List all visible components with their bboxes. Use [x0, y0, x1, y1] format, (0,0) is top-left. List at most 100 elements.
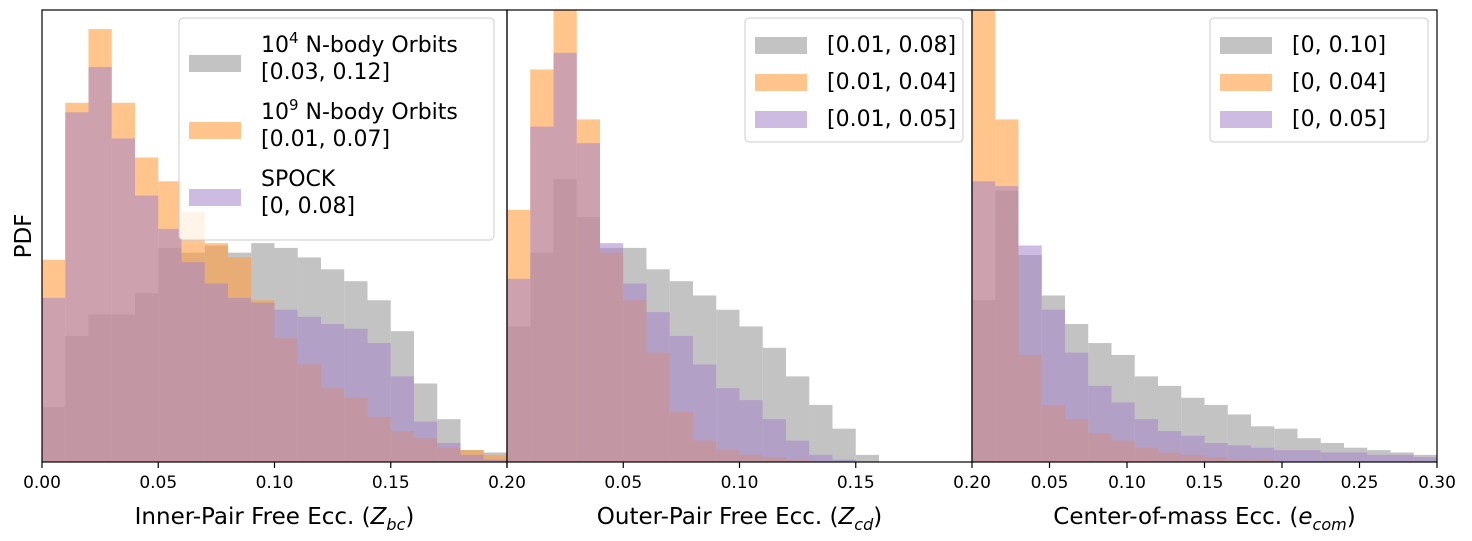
legend-range: [0, 0.08] [261, 194, 355, 219]
bar-purple-10 [1204, 442, 1228, 462]
bar-gray-15 [855, 454, 879, 462]
legend: [0.01, 0.08] [0.01, 0.04] [0.01, 0.05] [744, 17, 964, 143]
bar-purple-12 [321, 324, 345, 462]
legend-swatch-orange [755, 74, 807, 91]
panels: 0.00 0.05 0.10 0.15 0.20 Inner-Pair Free Ecc.… [23, 9, 1456, 534]
bar-purple-11 [762, 419, 786, 462]
bar-purple-5 [158, 228, 182, 462]
legend-swatch-orange [1220, 74, 1272, 91]
bar-purple-16 [414, 421, 438, 462]
bar-purple-7 [204, 283, 228, 462]
bar-purple-4 [1065, 352, 1089, 462]
bar-purple-2 [553, 52, 577, 462]
bar-purple-8 [1158, 431, 1182, 462]
legend-swatch-purple [755, 111, 807, 128]
bar-purple-5 [623, 283, 647, 462]
bar-purple-6 [181, 262, 205, 462]
x-tick-label: 0.20 [953, 473, 991, 493]
x-tick-label: 0.05 [1031, 473, 1069, 493]
bar-purple-1 [995, 186, 1019, 462]
bar-purple-12 [1251, 447, 1275, 462]
bar-purple-4 [135, 195, 159, 462]
bar-purple-15 [1320, 452, 1344, 462]
legend-box [178, 17, 495, 241]
bar-purple-0 [42, 297, 66, 462]
x-tick-label: 0.30 [1418, 473, 1456, 493]
y-axis-label: PDF [11, 214, 37, 259]
bar-purple-5 [1088, 385, 1112, 462]
legend-swatch-gray [189, 55, 241, 72]
bar-purple-8 [693, 364, 717, 462]
legend-swatch-orange [189, 122, 241, 139]
legend-swatch-purple [1220, 111, 1272, 128]
x-tick-label: 0.15 [1186, 473, 1224, 493]
bar-purple-14 [367, 343, 391, 462]
bar-purple-12 [786, 440, 810, 462]
legend: [0, 0.10] [0, 0.04] [0, 0.05] [1209, 17, 1429, 143]
bar-gray-13 [809, 404, 833, 462]
x-axis-label: Center-of-mass Ecc. (ecom) [1053, 504, 1355, 534]
bar-purple-3 [576, 143, 600, 462]
bar-purple-13 [809, 454, 833, 462]
bar-purple-19 [483, 459, 507, 462]
legend-swatch-purple [189, 189, 241, 206]
x-tick-label: 0.05 [604, 473, 642, 493]
bar-purple-18 [460, 454, 484, 462]
x-tick-label: 0.05 [139, 473, 177, 493]
bar-purple-8 [228, 297, 252, 462]
bar-purple-14 [832, 459, 856, 462]
bar-purple-3 [1041, 309, 1065, 462]
bar-purple-7 [669, 335, 693, 462]
bar-purple-2 [1018, 245, 1042, 462]
x-tick-label: 0.00 [23, 473, 61, 493]
bar-purple-7 [1134, 419, 1158, 462]
bar-purple-10 [739, 400, 763, 462]
bar-gray-14 [832, 428, 856, 462]
x-axis-label: Outer-Pair Free Ecc. (Zcd) [597, 504, 882, 534]
x-tick-label: 0.25 [1341, 473, 1379, 493]
x-tick-label: 0.20 [1263, 473, 1301, 493]
x-tick-label: 0.10 [256, 473, 294, 493]
bar-purple-9 [251, 302, 275, 462]
bar-purple-16 [1344, 452, 1368, 462]
legend-swatch-gray [755, 37, 807, 54]
legend-swatch-gray [1220, 37, 1272, 54]
bar-purple-4 [600, 243, 624, 462]
bar-purple-2 [88, 67, 112, 462]
legend-label: [0, 0.04] [1292, 70, 1386, 95]
bar-purple-11 [297, 316, 321, 462]
bar-purple-17 [437, 442, 461, 462]
bar-purple-1 [530, 126, 554, 462]
x-tick-label: 0.15 [837, 473, 875, 493]
bars [42, 29, 507, 462]
bar-purple-13 [1274, 450, 1298, 462]
x-tick-label: 0.15 [372, 473, 410, 493]
legend-label: [0, 0.10] [1292, 33, 1386, 58]
bar-purple-19 [1413, 457, 1437, 462]
bars [972, 10, 1437, 462]
panel-1: 0.00 0.05 0.10 0.15 0.20 Inner-Pair Free Ecc.… [23, 9, 526, 534]
bar-purple-0 [507, 278, 531, 462]
x-tick-label: 0.10 [1108, 473, 1146, 493]
legend-range: [0.03, 0.12] [261, 60, 390, 85]
x-tick-label: 0.10 [721, 473, 759, 493]
bar-purple-15 [390, 376, 414, 462]
bar-purple-1 [65, 112, 89, 462]
panel-2: 0.05 0.10 0.15 Outer-Pair Free Ecc. (Zcd) [0… [506, 9, 973, 534]
legend-label: [0.01, 0.08] [827, 33, 956, 58]
legend-range: [0.01, 0.07] [261, 127, 390, 152]
x-tick-label: 0.20 [488, 473, 526, 493]
bars [507, 10, 879, 462]
bar-purple-9 [1181, 435, 1205, 462]
legend-label: [0.01, 0.05] [827, 107, 956, 132]
bar-orange-19 [483, 454, 507, 462]
panel-3: 0.20 0.05 0.10 0.15 0.20 0.25 0.30 Center-of-ma… [953, 9, 1456, 534]
bar-purple-11 [1227, 445, 1251, 462]
legend-label: SPOCK [261, 167, 336, 192]
bar-purple-14 [1297, 450, 1321, 462]
bar-purple-18 [1390, 454, 1414, 462]
bar-purple-13 [344, 328, 368, 462]
legend: 104 N-body Orbits[0.03, 0.12]109 N-body … [178, 17, 495, 241]
x-axis-label: Inner-Pair Free Ecc. (Zbc) [135, 504, 415, 534]
